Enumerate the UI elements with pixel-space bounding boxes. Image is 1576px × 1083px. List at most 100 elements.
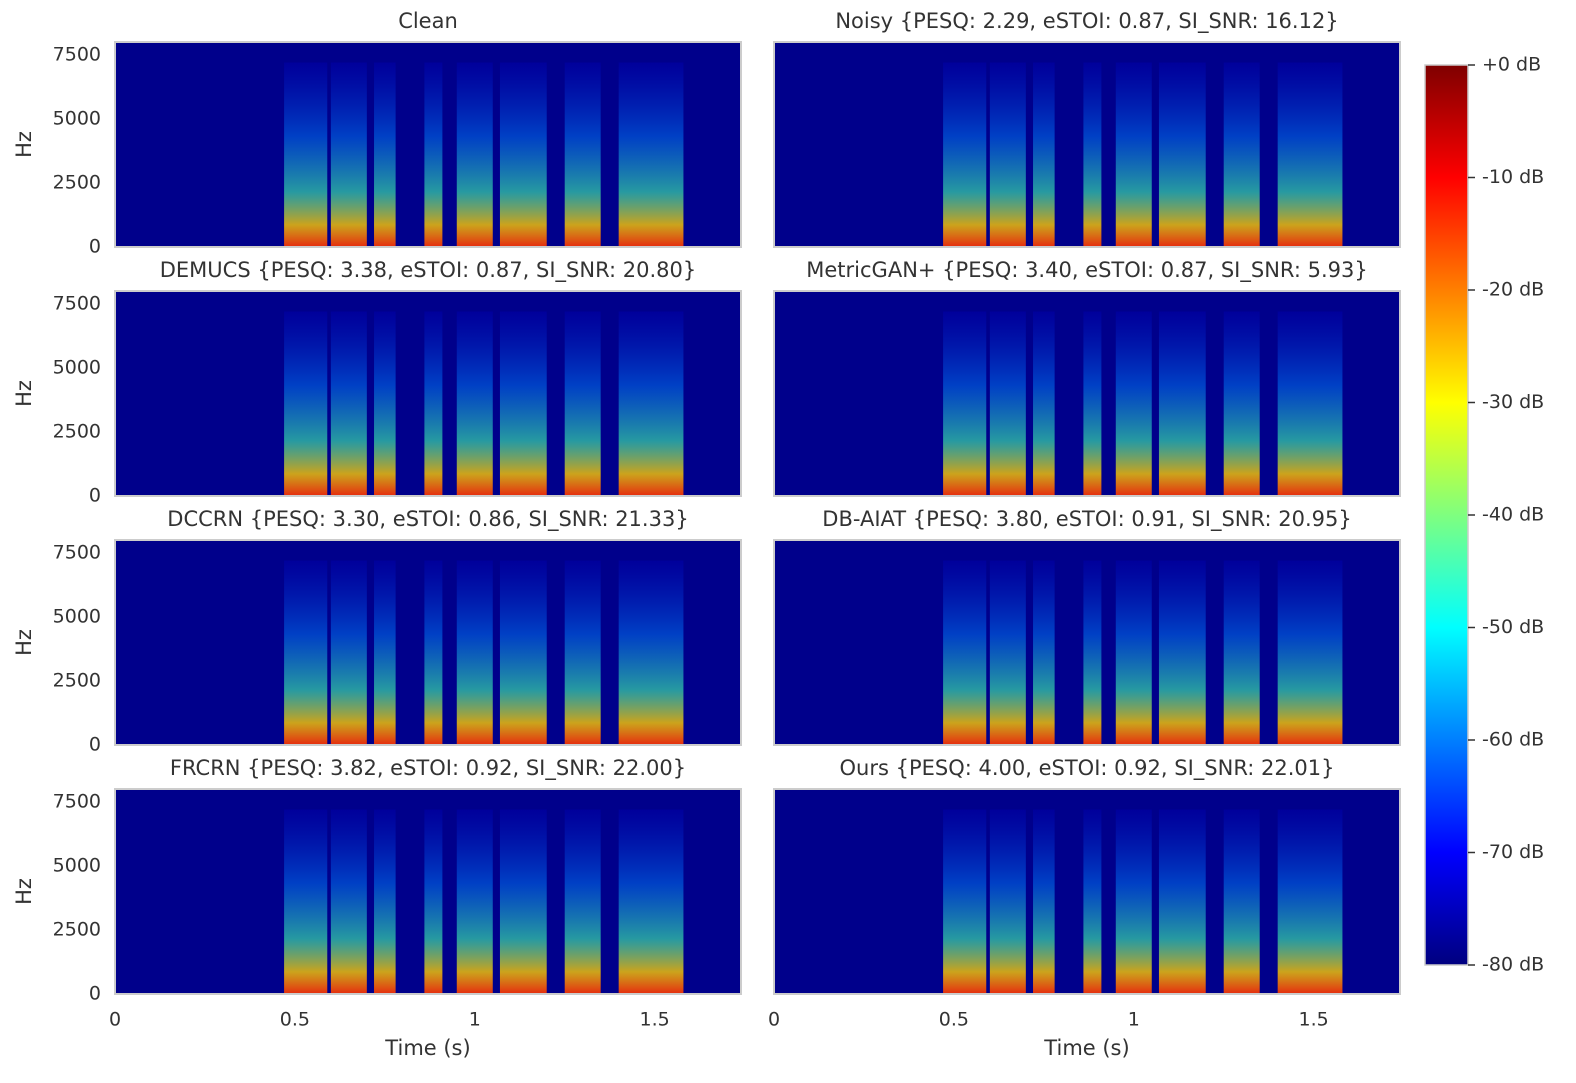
spectrogram-texture — [1158, 560, 1206, 745]
x-tick-label: 0.5 — [280, 1009, 310, 1031]
spectrogram-texture — [1033, 560, 1055, 745]
plot-frame — [773, 788, 1401, 995]
plot-frame — [773, 290, 1401, 497]
spectrogram-texture — [1115, 311, 1152, 496]
plot-frame — [114, 788, 742, 995]
colorbar-tick-label: -10 dB — [1482, 166, 1544, 188]
spectrogram-texture — [943, 560, 987, 745]
panel-title: DEMUCS {PESQ: 3.38, eSTOI: 0.87, SI_SNR:… — [160, 258, 697, 283]
y-tick-label: 2500 — [53, 669, 101, 691]
spectrogram-texture — [456, 62, 493, 247]
y-tick-label: 0 — [89, 485, 101, 507]
spectrogram-texture — [1115, 560, 1152, 745]
colorbar-tick-label: -80 dB — [1482, 954, 1544, 976]
spectrogram-texture — [1033, 809, 1055, 994]
spectrogram-texture — [989, 809, 1026, 994]
spectrogram-texture — [1083, 311, 1102, 496]
x-tick-label: 0.5 — [939, 1009, 969, 1031]
spectrogram-texture — [499, 560, 547, 745]
spectrogram-texture — [1083, 809, 1102, 994]
spectrogram-texture — [989, 560, 1026, 745]
spectrogram-texture — [1033, 62, 1055, 247]
y-tick-label: 2500 — [53, 171, 101, 193]
panel-title: DCCRN {PESQ: 3.30, eSTOI: 0.86, SI_SNR: … — [167, 507, 688, 532]
spectrogram-texture — [943, 809, 987, 994]
spectrogram-texture — [330, 560, 367, 745]
spectrogram-texture — [1223, 560, 1260, 745]
panel-title: MetricGAN+ {PESQ: 3.40, eSTOI: 0.87, SI_… — [806, 258, 1367, 283]
spectrogram-texture — [1083, 62, 1102, 247]
spectrogram-texture — [618, 809, 684, 994]
spectrogram-texture — [499, 809, 547, 994]
y-axis-label: Hz — [12, 380, 36, 407]
spectrogram-texture — [989, 311, 1026, 496]
y-axis-label: Hz — [12, 878, 36, 905]
y-tick-label: 7500 — [53, 292, 101, 314]
spectrogram-texture — [499, 62, 547, 247]
spectrogram-texture — [1223, 62, 1260, 247]
spectrogram-texture — [424, 560, 443, 745]
y-tick-label: 5000 — [53, 107, 101, 129]
y-axis-label: Hz — [12, 629, 36, 656]
spectrogram-texture — [284, 311, 328, 496]
spectrogram-texture — [284, 809, 328, 994]
y-tick-label: 0 — [89, 236, 101, 258]
spectrogram-texture — [374, 311, 396, 496]
colorbar-tick-label: -30 dB — [1482, 391, 1544, 413]
plot-frame — [773, 539, 1401, 746]
spectrogram-texture — [1277, 62, 1343, 247]
spectrogram-texture — [374, 809, 396, 994]
spectrogram-texture — [1083, 560, 1102, 745]
spectrogram-texture — [374, 560, 396, 745]
spectrogram-texture — [424, 62, 443, 247]
y-tick-label: 0 — [89, 734, 101, 756]
spectrogram-texture — [499, 311, 547, 496]
colorbar-tick-label: -40 dB — [1482, 504, 1544, 526]
spectrogram-texture — [1158, 809, 1206, 994]
y-tick-label: 7500 — [53, 541, 101, 563]
spectrogram-texture — [618, 62, 684, 247]
y-tick-label: 7500 — [53, 790, 101, 812]
spectrogram-texture — [1158, 62, 1206, 247]
x-axis-label: Time (s) — [1043, 1036, 1129, 1060]
spectrogram-texture — [330, 311, 367, 496]
y-tick-label: 5000 — [53, 356, 101, 378]
x-tick-label: 1 — [469, 1009, 481, 1031]
plot-frame — [114, 290, 742, 497]
colorbar-tick-label: -60 dB — [1482, 729, 1544, 751]
spectrogram-texture — [1115, 62, 1152, 247]
spectrogram-texture — [564, 311, 601, 496]
plot-frame — [114, 41, 742, 248]
spectrogram-texture — [1115, 809, 1152, 994]
colorbar-tick-label: +0 dB — [1482, 54, 1541, 76]
y-axis-label: Hz — [12, 131, 36, 158]
spectrogram-texture — [564, 62, 601, 247]
spectrogram-texture — [284, 560, 328, 745]
colorbar-tick-label: -50 dB — [1482, 616, 1544, 638]
spectrogram-texture — [1158, 311, 1206, 496]
spectrogram-texture — [1277, 560, 1343, 745]
colorbar — [1424, 64, 1469, 966]
x-tick-label: 1 — [1128, 1009, 1140, 1031]
spectrogram-texture — [564, 809, 601, 994]
colorbar-tick-label: -70 dB — [1482, 841, 1544, 863]
spectrogram-texture — [330, 62, 367, 247]
panel-title: DB-AIAT {PESQ: 3.80, eSTOI: 0.91, SI_SNR… — [822, 507, 1351, 532]
y-tick-label: 7500 — [53, 43, 101, 65]
colorbar-tick-label: -20 dB — [1482, 279, 1544, 301]
spectrogram-texture — [284, 62, 328, 247]
plot-frame — [114, 539, 742, 746]
y-tick-label: 5000 — [53, 605, 101, 627]
x-tick-label: 1.5 — [640, 1009, 670, 1031]
spectrogram-texture — [456, 560, 493, 745]
spectrogram-texture — [943, 62, 987, 247]
spectrogram-texture — [424, 311, 443, 496]
x-tick-label: 0 — [109, 1009, 121, 1031]
plot-frame — [773, 41, 1401, 248]
spectrogram-texture — [1033, 311, 1055, 496]
spectrogram-texture — [374, 62, 396, 247]
spectrogram-texture — [1277, 311, 1343, 496]
panel-title: Noisy {PESQ: 2.29, eSTOI: 0.87, SI_SNR: … — [835, 9, 1338, 34]
